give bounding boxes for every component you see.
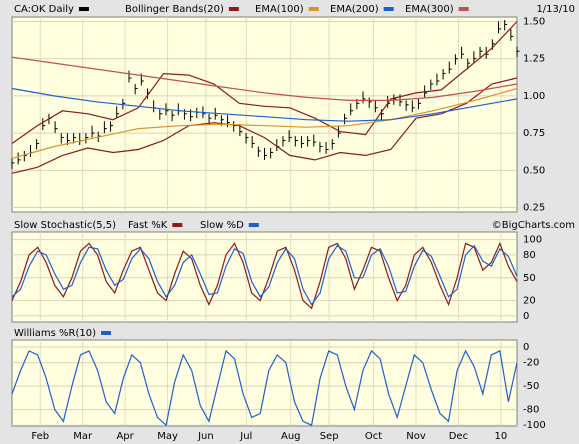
series-line	[11, 244, 518, 306]
series-line	[11, 87, 518, 122]
x-tick-label: Feb	[31, 431, 49, 442]
x-tick-label: May	[157, 431, 178, 442]
y-tick-label: 0	[523, 342, 529, 353]
x-tick-label: Aug	[281, 431, 301, 442]
y-tick-label: 0	[523, 311, 529, 322]
x-tick-label: Dec	[449, 431, 468, 442]
y-tick-label: 100	[523, 235, 542, 246]
legend-swatch	[248, 223, 259, 227]
y-tick-label: 1.00	[523, 91, 545, 102]
x-tick-label: Sep	[320, 431, 339, 442]
legend-label: CA:OK Daily	[14, 4, 74, 15]
legend-label: Slow %D	[200, 220, 244, 231]
y-tick-label: 1.25	[523, 54, 545, 65]
x-tick-label: Jun	[197, 431, 214, 442]
copyright: ©BigCharts.com	[492, 220, 575, 231]
y-tick-label: 0.75	[523, 128, 545, 139]
bollinger-lower	[11, 77, 518, 174]
legend-label: Williams %R(10)	[14, 328, 96, 339]
legend-swatch	[458, 7, 469, 11]
y-tick-label: -100	[523, 420, 546, 431]
x-tick-label: Nov	[406, 431, 426, 442]
legend-swatch	[172, 223, 183, 227]
legend-label: Bollinger Bands(20)	[125, 4, 224, 15]
legend-swatch	[308, 7, 319, 11]
legend-swatch	[101, 331, 112, 335]
legend-label: EMA(200)	[330, 4, 379, 15]
series-line	[11, 241, 518, 310]
legend-label: Fast %K	[128, 220, 168, 231]
y-tick-label: 80	[523, 250, 536, 261]
y-tick-label: 20	[523, 296, 536, 307]
stochastic-title: Slow Stochastic(5,5)	[14, 220, 116, 231]
legend-label: EMA(300)	[405, 4, 454, 15]
price-panel	[11, 16, 518, 213]
y-tick-label: 1.50	[523, 16, 545, 27]
legend-swatch	[383, 7, 394, 11]
x-tick-label: 10	[494, 431, 507, 442]
date-label: 1/13/10	[536, 4, 575, 15]
legend-swatch	[78, 7, 89, 11]
x-tick-label: Oct	[365, 431, 382, 442]
y-tick-label: -20	[523, 358, 539, 369]
williams-panel	[11, 339, 518, 427]
legend-label: EMA(100)	[255, 4, 304, 15]
y-tick-label: 0.25	[523, 203, 545, 214]
y-tick-label: -50	[523, 381, 539, 392]
legend-swatch	[228, 7, 239, 11]
x-tick-label: Mar	[73, 431, 93, 442]
series-line	[11, 56, 518, 101]
series-line	[11, 87, 518, 159]
bollinger-upper	[11, 21, 518, 144]
x-tick-label: Jul	[239, 431, 252, 442]
x-tick-label: Apr	[116, 431, 134, 442]
series-line	[11, 349, 518, 427]
y-tick-label: -80	[523, 405, 539, 416]
y-tick-label: 0.50	[523, 165, 545, 176]
stochastic-panel	[11, 231, 518, 323]
y-tick-label: 50	[523, 273, 536, 284]
